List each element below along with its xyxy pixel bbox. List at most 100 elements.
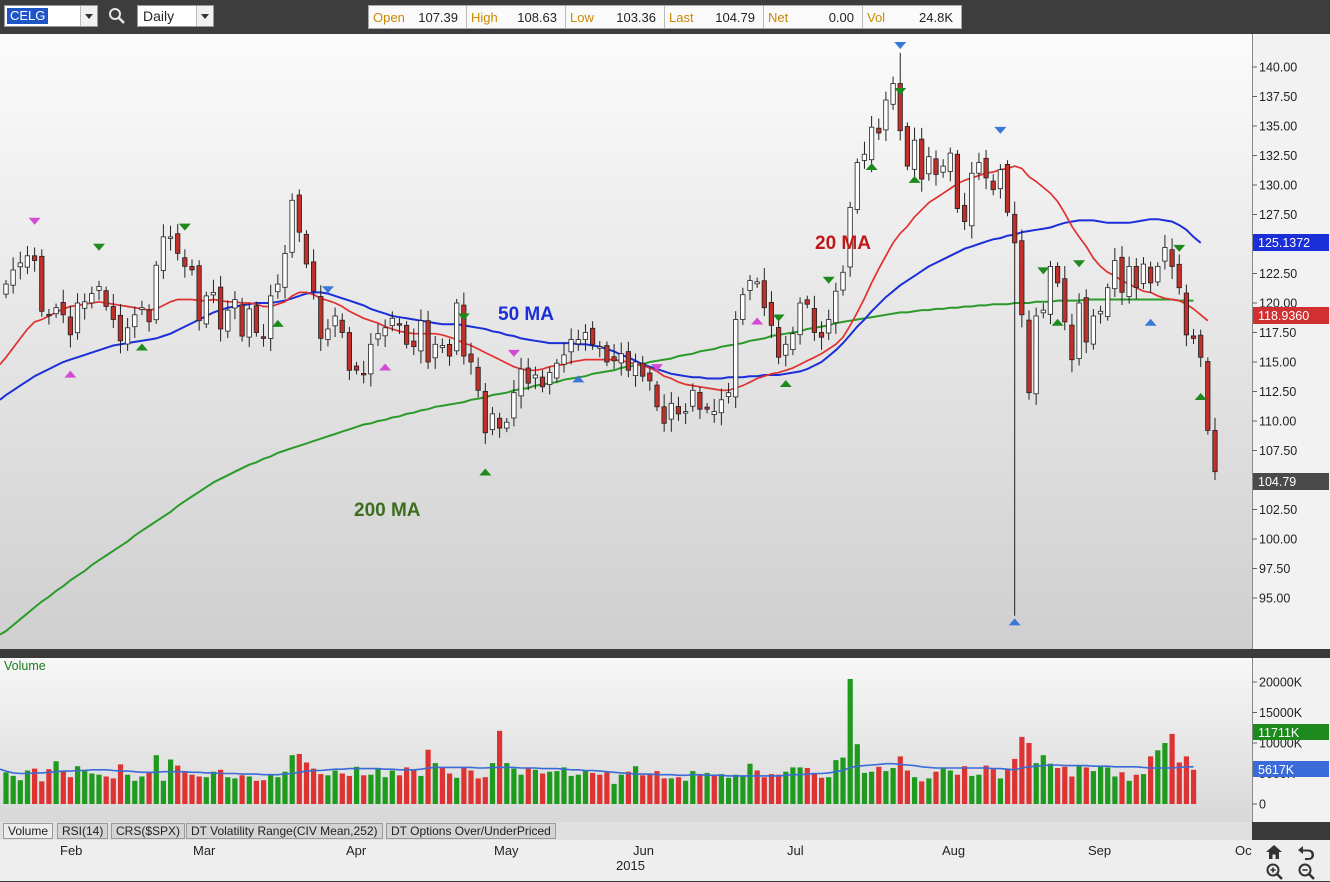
home-icon[interactable] bbox=[1264, 842, 1284, 862]
candle-body bbox=[117, 314, 123, 342]
volume-bar bbox=[861, 772, 868, 804]
volume-bar bbox=[611, 783, 617, 804]
volume-bar bbox=[1090, 771, 1096, 804]
volume-bar bbox=[46, 769, 52, 804]
volume-bar bbox=[768, 774, 775, 804]
undo-icon[interactable] bbox=[1296, 842, 1316, 862]
price-tick-label: 127.50 bbox=[1259, 208, 1297, 222]
candle-body bbox=[125, 327, 131, 345]
candle-body bbox=[976, 162, 982, 174]
candle-body bbox=[432, 343, 438, 359]
volume-tick-label: 20000K bbox=[1259, 676, 1303, 690]
candle-body bbox=[282, 252, 288, 288]
price-volume-chart[interactable]: 140.00 137.50 135.00 132.50 130.00 127.50 125.… bbox=[0, 34, 1330, 842]
volume-bar bbox=[75, 766, 81, 804]
tab-dt-options[interactable]: DT Options Over/UnderPriced bbox=[386, 823, 556, 839]
volume-bar bbox=[1105, 767, 1111, 804]
period-select[interactable]: Daily bbox=[137, 5, 214, 27]
price-tick-label: 140.00 bbox=[1259, 61, 1297, 75]
volume-bar bbox=[232, 778, 238, 804]
candle-body bbox=[489, 413, 496, 430]
volume-bar bbox=[1083, 767, 1089, 804]
candle-body bbox=[260, 336, 267, 339]
volume-bar bbox=[869, 771, 875, 804]
candle-body bbox=[561, 354, 567, 365]
volume-bar bbox=[1133, 774, 1139, 804]
search-icon[interactable] bbox=[108, 7, 126, 25]
candle-body bbox=[1069, 324, 1075, 361]
candle-body bbox=[496, 417, 503, 429]
candle-body bbox=[46, 313, 52, 317]
tab-rsi[interactable]: RSI(14) bbox=[57, 823, 109, 839]
candle-body bbox=[339, 319, 345, 333]
candle-body bbox=[654, 384, 660, 408]
volume-bar bbox=[1062, 766, 1068, 804]
tab-crs[interactable]: CRS($SPX) bbox=[111, 823, 186, 839]
volume-bar bbox=[354, 766, 360, 804]
candle-body bbox=[947, 152, 953, 172]
volume-bar bbox=[168, 759, 174, 804]
symbol-input[interactable]: CELG bbox=[4, 5, 98, 27]
volume-bar bbox=[568, 775, 574, 804]
candle-body bbox=[525, 367, 531, 384]
last-price-label: 104.79 bbox=[1258, 475, 1296, 489]
volume-bar bbox=[525, 767, 531, 804]
x-tick-label: Sep bbox=[1088, 843, 1112, 858]
pivot-high-marker bbox=[1173, 244, 1186, 252]
volume-bar bbox=[318, 774, 324, 804]
volume-bar bbox=[60, 770, 66, 804]
candle-body bbox=[418, 320, 424, 352]
volume-bar bbox=[461, 768, 467, 804]
pivot-low-marker bbox=[479, 468, 492, 476]
volume-bar bbox=[647, 774, 653, 804]
candle-body bbox=[969, 172, 975, 227]
volume-bar bbox=[296, 754, 302, 804]
candle-body bbox=[683, 411, 689, 414]
volume-bar bbox=[225, 777, 231, 804]
candle-body bbox=[253, 305, 259, 333]
tab-volume[interactable]: Volume bbox=[3, 823, 54, 839]
candle-body bbox=[74, 302, 81, 334]
x-tick-label: Apr bbox=[346, 843, 367, 858]
volume-bar bbox=[504, 763, 510, 804]
candle-body bbox=[640, 362, 646, 377]
symbol-dropdown-button[interactable] bbox=[80, 6, 97, 26]
candle-body bbox=[1190, 335, 1197, 339]
period-value: Daily bbox=[143, 8, 175, 24]
candle-body bbox=[718, 399, 725, 414]
candle-body bbox=[403, 324, 410, 345]
x-tick-label: Jun bbox=[633, 843, 654, 858]
candle-body bbox=[482, 390, 488, 434]
volume-bar bbox=[661, 778, 667, 804]
candle-body bbox=[268, 295, 274, 339]
symbol-value[interactable]: CELG bbox=[7, 8, 49, 24]
volume-bar bbox=[983, 765, 989, 804]
quote-low-value: 103.36 bbox=[616, 9, 656, 25]
tab-dt-volatility-range[interactable]: DT Volatility Range(CIV Mean,252) bbox=[186, 823, 383, 839]
period-dropdown-button[interactable] bbox=[196, 6, 213, 26]
last-price-tag bbox=[1253, 473, 1329, 490]
candle-body bbox=[446, 343, 453, 357]
candle-body bbox=[160, 236, 166, 271]
x-tick-label: May bbox=[494, 843, 519, 858]
candle-body bbox=[24, 255, 31, 268]
zoom-in-icon[interactable] bbox=[1265, 862, 1285, 882]
volume-bar bbox=[203, 777, 209, 804]
candle-body bbox=[704, 406, 710, 410]
pivot-high-marker bbox=[457, 313, 470, 321]
x-tick-label: Oc bbox=[1235, 843, 1252, 858]
volume-bar bbox=[826, 777, 832, 804]
volume-bar bbox=[96, 774, 102, 804]
candle-body bbox=[511, 392, 517, 419]
candle-body bbox=[1097, 310, 1104, 315]
candle-body bbox=[997, 169, 1004, 190]
volume-bar bbox=[1119, 772, 1125, 804]
candle-body bbox=[468, 353, 474, 363]
zoom-out-icon[interactable] bbox=[1297, 862, 1317, 882]
volume-ma-tag bbox=[1253, 724, 1329, 740]
volume-bar bbox=[439, 768, 445, 804]
panel-divider[interactable] bbox=[0, 649, 1330, 658]
volume-bar bbox=[447, 773, 453, 804]
candle-body bbox=[911, 139, 918, 170]
volume-bar bbox=[275, 777, 281, 804]
